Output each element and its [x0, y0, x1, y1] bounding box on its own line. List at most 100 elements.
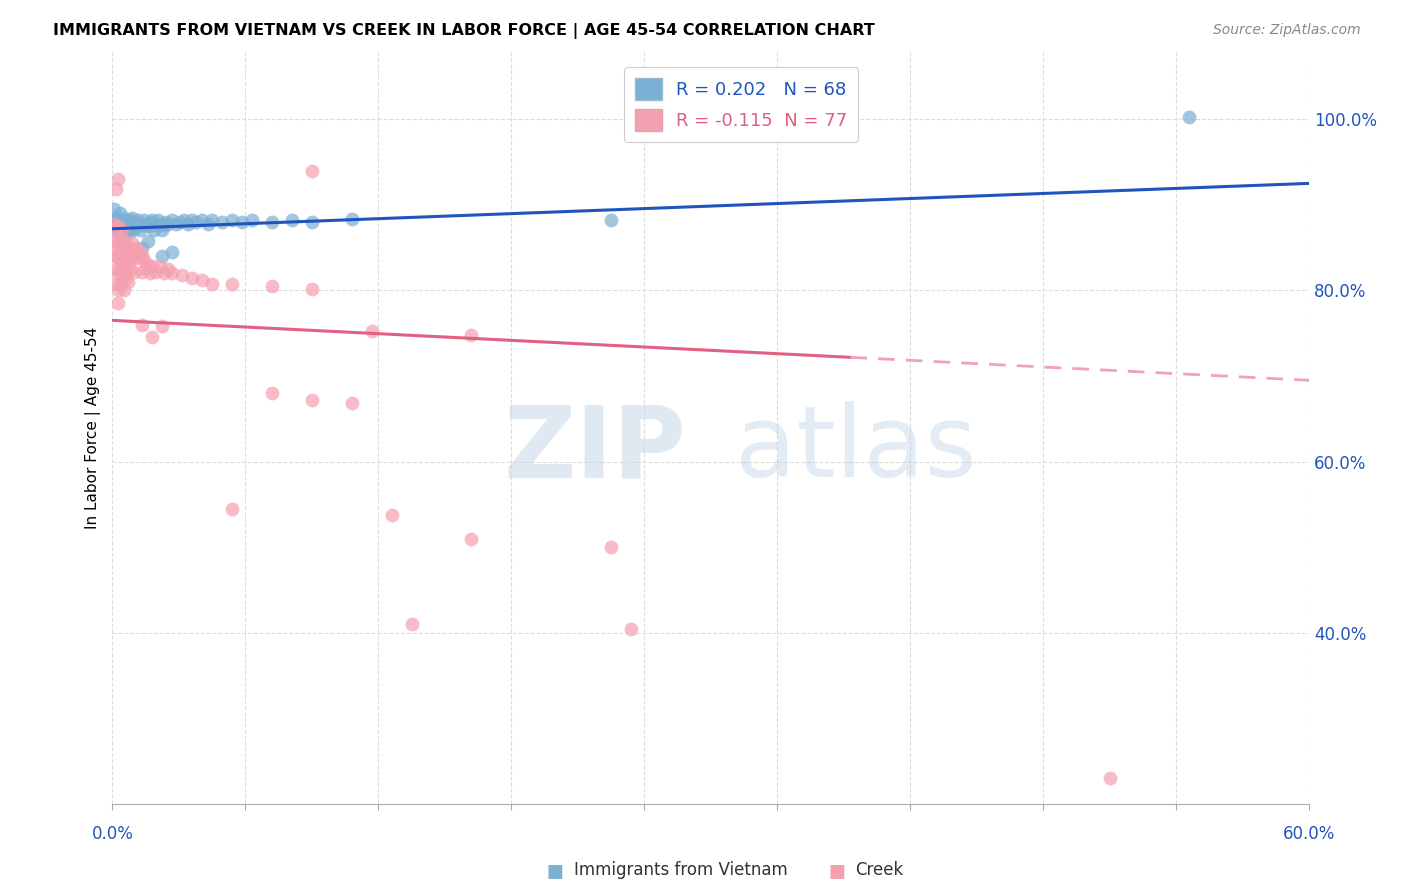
Point — [107, 217, 129, 231]
Point — [150, 249, 173, 263]
Point — [107, 213, 129, 227]
Point — [127, 213, 149, 227]
Point — [105, 217, 128, 231]
Point — [149, 260, 172, 274]
Point — [111, 219, 134, 234]
Point — [172, 268, 194, 282]
Point — [201, 277, 224, 291]
Text: 60.0%: 60.0% — [1282, 825, 1336, 843]
Point — [143, 223, 166, 237]
Point — [105, 277, 128, 291]
Point — [120, 262, 142, 277]
Point — [125, 241, 148, 255]
Point — [240, 213, 263, 227]
Point — [127, 217, 149, 231]
Point — [181, 213, 204, 227]
Point — [136, 234, 159, 248]
Point — [460, 327, 482, 342]
Point — [139, 215, 162, 229]
Point — [145, 264, 167, 278]
Point — [135, 262, 157, 277]
Point — [401, 617, 423, 632]
Point — [231, 215, 253, 229]
Point — [107, 284, 129, 298]
Point — [162, 213, 184, 227]
Point — [112, 234, 135, 248]
Point — [129, 244, 152, 259]
Point — [103, 202, 125, 216]
Point — [127, 251, 149, 265]
Point — [103, 249, 125, 263]
Point — [260, 279, 283, 293]
Point — [115, 270, 138, 285]
Text: Immigrants from Vietnam: Immigrants from Vietnam — [574, 861, 787, 879]
Point — [360, 325, 382, 339]
Point — [112, 217, 135, 231]
Point — [111, 223, 134, 237]
Text: ▪: ▪ — [546, 855, 565, 884]
Point — [150, 319, 173, 334]
Point — [381, 508, 404, 522]
Point — [120, 225, 142, 239]
Point — [153, 266, 176, 280]
Point — [105, 223, 128, 237]
Point — [121, 251, 143, 265]
Point — [281, 213, 304, 227]
Point — [139, 266, 162, 280]
Point — [107, 296, 129, 310]
Point — [110, 247, 132, 261]
Point — [191, 273, 214, 287]
Point — [301, 392, 323, 407]
Text: 0.0%: 0.0% — [91, 825, 134, 843]
Point — [131, 264, 153, 278]
Point — [301, 163, 323, 178]
Point — [105, 223, 128, 237]
Point — [134, 213, 156, 227]
Point — [301, 282, 323, 296]
Point — [111, 258, 134, 272]
Point — [340, 396, 363, 410]
Point — [181, 270, 204, 285]
Point — [111, 273, 134, 287]
Point — [191, 213, 214, 227]
Point — [197, 217, 219, 231]
Point — [117, 219, 139, 233]
Point — [110, 227, 132, 242]
Point — [131, 241, 153, 255]
Point — [117, 223, 139, 237]
Point — [136, 258, 159, 272]
Point — [157, 262, 180, 277]
Point — [173, 213, 195, 227]
Point — [103, 215, 125, 229]
Point — [136, 219, 159, 234]
Text: ▪: ▪ — [827, 855, 846, 884]
Point — [124, 221, 146, 235]
Point — [150, 223, 173, 237]
Point — [131, 249, 153, 263]
Point — [134, 253, 156, 268]
Text: ZIP: ZIP — [503, 401, 686, 499]
Point — [260, 215, 283, 229]
Point — [121, 217, 143, 231]
Text: Creek: Creek — [855, 861, 903, 879]
Point — [117, 260, 139, 274]
Point — [112, 251, 135, 265]
Point — [141, 213, 163, 227]
Point — [112, 266, 135, 280]
Point — [115, 236, 138, 251]
Point — [124, 247, 146, 261]
Point — [124, 215, 146, 229]
Point — [121, 236, 143, 251]
Point — [107, 236, 129, 251]
Point — [107, 172, 129, 186]
Point — [186, 215, 208, 229]
Point — [131, 219, 153, 233]
Point — [165, 217, 187, 231]
Point — [460, 532, 482, 546]
Text: atlas: atlas — [735, 401, 976, 499]
Point — [155, 215, 177, 229]
Point — [103, 234, 125, 248]
Point — [110, 206, 132, 220]
Point — [111, 213, 134, 227]
Point — [115, 221, 138, 235]
